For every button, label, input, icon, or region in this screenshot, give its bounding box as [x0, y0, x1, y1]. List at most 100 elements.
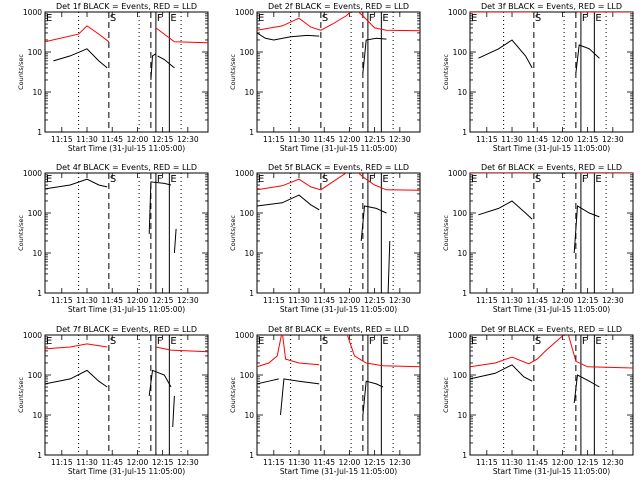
y-axis-label: Counts/sec — [17, 377, 25, 413]
event-marker-label: S — [535, 13, 541, 24]
panel-det-6: Det 6f BLACK = Events, RED = LLD 1 10 100 10… — [442, 163, 634, 314]
x-tick-label: 11:15 — [476, 135, 498, 144]
y-tick-label: 10 — [32, 249, 42, 258]
x-tick-label: 11:15 — [51, 458, 73, 467]
y-tick-label: 1 — [249, 128, 254, 137]
y-tick-label: 100 — [453, 371, 468, 380]
event-marker-label: E — [595, 174, 601, 185]
events-series-line — [148, 369, 172, 396]
y-tick-label: 10 — [244, 411, 254, 420]
event-marker-label: F — [369, 13, 375, 24]
x-tick-label: 12:00 — [127, 296, 149, 305]
plot-frame — [44, 11, 209, 133]
plot-frame — [469, 172, 634, 294]
x-tick-label: 12:00 — [552, 296, 574, 305]
event-marker-label: E — [170, 174, 176, 185]
y-tick-label: 1 — [462, 451, 467, 460]
panel-title: Det 1f BLACK = Events, RED = LLD — [56, 2, 197, 11]
y-tick-label: 1000 — [448, 331, 467, 340]
event-marker-label: S — [322, 13, 328, 24]
y-tick-label: 10 — [244, 249, 254, 258]
events-series-line — [362, 37, 387, 73]
y-tick-label: 10 — [457, 249, 467, 258]
event-marker-label: E — [382, 336, 388, 347]
x-axis-label: Start Time (31-Jul-15 11:05:00) — [493, 467, 610, 476]
x-tick-label: 12:15 — [577, 135, 599, 144]
panel-title: Det 6f BLACK = Events, RED = LLD — [481, 163, 622, 172]
y-tick-label: 10 — [32, 88, 42, 97]
x-tick-label: 11:30 — [76, 458, 98, 467]
lld-series-line — [45, 25, 110, 43]
y-axis-label: Counts/sec — [17, 54, 25, 90]
events-series-line — [573, 374, 600, 404]
x-tick-label: 12:30 — [389, 458, 411, 467]
event-marker-label: E — [471, 174, 477, 185]
events-series-line — [280, 378, 320, 416]
x-tick-label: 11:30 — [501, 135, 523, 144]
event-marker-label: E — [595, 336, 601, 347]
lld-series-line — [470, 335, 633, 369]
y-tick-label: 1 — [462, 289, 467, 298]
y-tick-label: 1000 — [235, 169, 254, 178]
event-marker-label: E — [258, 13, 264, 24]
x-axis-label: Start Time (31-Jul-15 11:05:00) — [280, 467, 397, 476]
event-marker-label: S — [322, 174, 328, 185]
event-marker-label: E — [170, 336, 176, 347]
x-axis-label: Start Time (31-Jul-15 11:05:00) — [68, 467, 185, 476]
event-marker-label: F — [157, 174, 163, 185]
x-axis-label: Start Time (31-Jul-15 11:05:00) — [68, 144, 185, 153]
y-tick-label: 1 — [462, 128, 467, 137]
event-marker-label: E — [382, 174, 388, 185]
x-tick-label: 12:00 — [339, 296, 361, 305]
events-series-line — [478, 200, 533, 220]
lld-series-line — [257, 335, 320, 368]
events-series-line — [470, 364, 533, 382]
x-tick-label: 12:15 — [364, 296, 386, 305]
event-marker-label: E — [471, 336, 477, 347]
y-tick-label: 10 — [457, 88, 467, 97]
y-tick-label: 100 — [453, 209, 468, 218]
events-series-line — [45, 178, 108, 190]
x-tick-label: 11:30 — [76, 296, 98, 305]
x-tick-label: 12:15 — [364, 458, 386, 467]
x-tick-label: 11:30 — [288, 458, 310, 467]
y-tick-label: 1 — [37, 451, 42, 460]
event-marker-label: F — [157, 336, 163, 347]
x-tick-label: 11:45 — [313, 296, 335, 305]
x-tick-label: 11:45 — [526, 135, 548, 144]
panel-title: Det 7f BLACK = Events, RED = LLD — [56, 325, 197, 334]
y-axis-label: Counts/sec — [229, 377, 237, 413]
x-axis-label: Start Time (31-Jul-15 11:05:00) — [280, 305, 397, 314]
panel-det-7: Det 7f BLACK = Events, RED = LLD 1 10 100 10… — [17, 325, 209, 476]
x-tick-label: 11:15 — [263, 296, 285, 305]
y-tick-label: 1 — [37, 128, 42, 137]
events-series-line — [257, 32, 320, 41]
y-tick-label: 100 — [453, 48, 468, 57]
x-tick-label: 12:30 — [389, 296, 411, 305]
x-axis-label: Start Time (31-Jul-15 11:05:00) — [68, 305, 185, 314]
event-marker-label: F — [369, 174, 375, 185]
events-series-line — [53, 48, 108, 69]
x-tick-label: 11:45 — [101, 135, 123, 144]
events-series-line — [573, 205, 600, 254]
y-tick-label: 100 — [28, 209, 43, 218]
lld-series-line — [155, 346, 208, 353]
y-axis-label: Counts/sec — [229, 54, 237, 90]
panel-det-5: Det 5f BLACK = Events, RED = LLD 1 10 100 10… — [229, 163, 421, 314]
y-axis-label: Counts/sec — [442, 54, 450, 90]
plot-frame — [44, 172, 209, 294]
x-tick-label: 11:30 — [501, 296, 523, 305]
x-tick-label: 11:30 — [76, 135, 98, 144]
x-tick-label: 12:30 — [177, 296, 199, 305]
x-tick-label: 12:30 — [177, 458, 199, 467]
event-marker-label: E — [471, 13, 477, 24]
event-marker-label: F — [582, 336, 588, 347]
panel-title: Det 8f BLACK = Events, RED = LLD — [268, 325, 409, 334]
event-marker-label: S — [110, 13, 116, 24]
y-axis-label: Counts/sec — [17, 215, 25, 251]
event-marker-label: F — [157, 13, 163, 24]
y-tick-label: 1000 — [448, 169, 467, 178]
event-marker-label: E — [382, 13, 388, 24]
event-marker-label: S — [110, 174, 116, 185]
event-marker-label: S — [535, 336, 541, 347]
